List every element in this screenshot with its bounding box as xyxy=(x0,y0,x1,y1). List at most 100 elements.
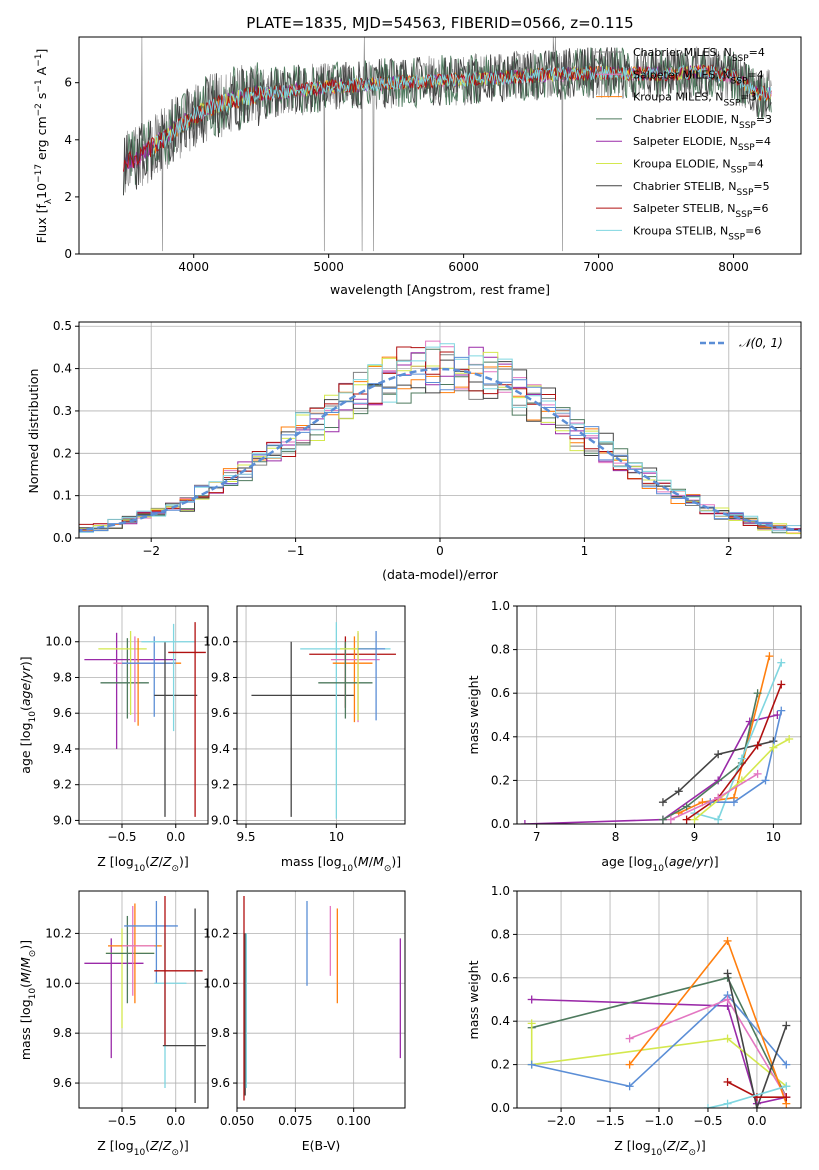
axes-frame xyxy=(78,890,209,1109)
legend-label: Kroupa MILES, NSSP=3 xyxy=(633,91,757,109)
x-tick-label: 0.0 xyxy=(747,1114,766,1128)
spectrum-legend: Chabrier MILES, NSSP=4 Salpeter MILES, NS… xyxy=(596,46,772,242)
y-tick-label: 9.8 xyxy=(211,670,230,684)
axes-frame xyxy=(516,605,802,825)
y-tick-label: 9.6 xyxy=(211,1076,230,1090)
y-tick-label: 0.2 xyxy=(53,446,72,460)
legend-label: Salpeter ELODIE, NSSP=4 xyxy=(633,135,771,153)
y-tick-label: 6 xyxy=(64,76,72,90)
legend-normal-label: 𝒩(0, 1) xyxy=(739,336,783,350)
x-tick-label: 0 xyxy=(436,544,444,558)
y-tick-label: 10.2 xyxy=(45,926,72,940)
x-tick-label: −2.0 xyxy=(546,1114,575,1128)
y-axis-label: mass [log10(M/M⊙)] xyxy=(18,940,38,1060)
y-tick-label: 9.2 xyxy=(211,778,230,792)
plot-content xyxy=(527,936,791,1108)
plot-content xyxy=(84,622,206,817)
x-tick-label: 10 xyxy=(329,830,344,844)
y-tick-label: 0.1 xyxy=(53,489,72,503)
mass-weight-series-line xyxy=(530,1023,787,1087)
y-tick-label: 9.0 xyxy=(211,813,230,827)
spectrum-series-line xyxy=(123,47,772,196)
y-tick-label: 0 xyxy=(64,247,72,261)
spectrum-x-label: wavelength [Angstrom, rest frame] xyxy=(330,282,550,297)
plot-content xyxy=(520,652,794,824)
spectrum-series-line xyxy=(123,47,772,196)
x-tick-label: 8000 xyxy=(718,260,749,274)
histogram-x-label: (data-model)/error xyxy=(382,567,499,582)
plot-content xyxy=(79,340,801,537)
x-tick-label: 4000 xyxy=(178,260,209,274)
spectrum-panel: PLATE=1835, MJD=54563, FIBERID=0566, z=0… xyxy=(34,14,802,297)
y-tick-label: 0.0 xyxy=(491,817,510,831)
y-tick-label: 0.2 xyxy=(491,1058,510,1072)
y-axis-label: mass weight xyxy=(466,675,481,754)
mass-weight-series-line xyxy=(531,994,787,1088)
y-tick-label: 0.4 xyxy=(491,1014,510,1028)
y-tick-label: 9.2 xyxy=(53,778,72,792)
y-tick-label: 1.0 xyxy=(491,884,510,898)
y-tick-label: 10.0 xyxy=(45,635,72,649)
x-tick-label: 0.050 xyxy=(220,1114,254,1128)
x-tick-label: 6000 xyxy=(448,260,479,274)
axes-frame xyxy=(236,605,406,825)
y-tick-label: 0.6 xyxy=(491,971,510,985)
x-tick-label: 0.075 xyxy=(278,1114,312,1128)
legend-label: Salpeter STELIB, NSSP=6 xyxy=(633,202,769,220)
y-tick-label: 0.6 xyxy=(491,686,510,700)
plot-content xyxy=(251,622,396,819)
x-tick-label: 8 xyxy=(612,830,620,844)
mass-weight-vs-metallicity-panel: −2.0 −1.5 −1.0 −0.5 0.0 0.0 0.2 0.4 0.6 0.8 1.0 Z [… xyxy=(466,884,802,1158)
y-tick-label: 10.0 xyxy=(45,976,72,990)
mass-weight-series-line xyxy=(662,693,759,821)
y-tick-label: 0.0 xyxy=(53,531,72,545)
x-tick-label: 7 xyxy=(533,830,541,844)
legend-label: Chabrier STELIB, NSSP=5 xyxy=(633,180,770,198)
x-tick-label: 2 xyxy=(725,544,733,558)
y-axis-label: age [log10(age/yr)] xyxy=(18,656,38,773)
spectrum-series-line xyxy=(152,64,772,155)
y-tick-label: 9.6 xyxy=(53,706,72,720)
y-tick-label: 0.8 xyxy=(491,927,510,941)
legend-label: Chabrier ELODIE, NSSP=3 xyxy=(633,113,772,131)
x-tick-label: 1 xyxy=(581,544,589,558)
y-tick-label: 9.6 xyxy=(53,1076,72,1090)
x-tick-label: −0.5 xyxy=(107,830,136,844)
x-axis-label: age [log10(age/yr)] xyxy=(601,854,718,874)
residual-histogram-panel: −2 −1 0 1 2 0.0 0.1 0.2 0.3 0.4 0.5 (data-model)/e… xyxy=(26,319,802,582)
axes-frame xyxy=(236,890,406,1109)
y-tick-label: 9.0 xyxy=(53,813,72,827)
y-tick-label: 0.2 xyxy=(491,773,510,787)
x-tick-label: 7000 xyxy=(583,260,614,274)
plot-content xyxy=(243,895,401,1101)
x-tick-label: −0.5 xyxy=(693,1114,722,1128)
x-tick-label: −1 xyxy=(287,544,305,558)
y-tick-label: 10.2 xyxy=(203,926,230,940)
x-tick-label: 10 xyxy=(766,830,781,844)
x-tick-label: 0.0 xyxy=(166,1114,185,1128)
y-tick-label: 9.4 xyxy=(53,742,72,756)
mass-vs-metallicity-panel: −0.5 0.0 9.6 9.8 10.0 10.2 Z [log10(Z/Z⊙)] mass… xyxy=(18,890,209,1158)
y-axis-label: mass weight xyxy=(466,960,481,1039)
mass-weight-series-line xyxy=(726,973,788,1108)
y-tick-label: 9.4 xyxy=(211,742,230,756)
mass-weight-series-line xyxy=(694,662,783,821)
x-tick-label: −1.5 xyxy=(595,1114,624,1128)
x-axis-label: Z [log10(Z/Z⊙)] xyxy=(614,1138,706,1158)
plot-content xyxy=(123,37,772,252)
y-tick-label: 10.0 xyxy=(203,635,230,649)
y-tick-label: 1.0 xyxy=(491,599,510,613)
y-tick-label: 10.0 xyxy=(203,976,230,990)
x-tick-label: −2 xyxy=(142,544,160,558)
mass-weight-vs-age-panel: 7 8 9 10 0.0 0.2 0.4 0.6 0.8 1.0 age [log10(age/yr… xyxy=(466,599,802,874)
legend-label: Kroupa STELIB, NSSP=6 xyxy=(633,224,761,242)
x-tick-label: 9 xyxy=(691,830,699,844)
axes-frame xyxy=(78,36,802,255)
x-axis-label: Z [log10(Z/Z⊙)] xyxy=(97,854,189,874)
y-tick-label: 9.8 xyxy=(53,670,72,684)
histogram-y-label: Normed distribution xyxy=(26,369,41,494)
age-vs-metallicity-panel: −0.5 0.0 9.0 9.2 9.4 9.6 9.8 10.0 Z [log10(Z/Z⊙)… xyxy=(18,605,209,874)
y-tick-label: 0.5 xyxy=(53,319,72,333)
x-axis-label: E(B-V) xyxy=(302,1138,341,1153)
